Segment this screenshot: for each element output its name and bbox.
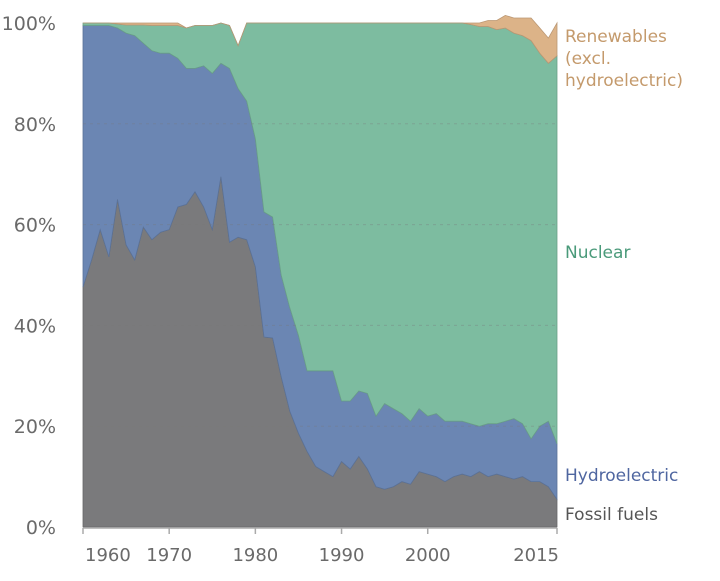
series-label: hydroelectric): [565, 71, 683, 91]
y-tick-label: 40%: [14, 315, 56, 337]
area-renewables-excl-hydroelectric: [83, 14, 558, 64]
series-label: Nuclear: [565, 243, 630, 263]
series-label: Hydroelectric: [565, 466, 678, 486]
gridlines: [83, 123, 557, 427]
series-areas: [82, 14, 558, 528]
series-labels: Fossil fuels Hydroelectric Nuclear Renewabl…: [565, 27, 683, 525]
y-tick-label: 80%: [14, 114, 56, 136]
x-tick-label: 1960: [85, 545, 131, 566]
series-label: Fossil fuels: [565, 505, 658, 525]
series-label: Renewables: [565, 27, 667, 47]
y-tick-label: 20%: [14, 416, 56, 438]
y-tick-label: 0%: [26, 517, 56, 539]
x-tick-label: 2000: [405, 545, 451, 566]
x-tick-label: 1970: [146, 545, 192, 566]
x-tick-label: 1990: [319, 545, 365, 566]
y-tick-label: 100%: [2, 13, 56, 35]
x-tick-label: 2015: [513, 545, 559, 566]
axes: 0% 20% 40% 60% 80% 100% 1960 1970 1980 1990 2000 20…: [2, 13, 559, 566]
x-tick-label: 1980: [232, 545, 278, 566]
y-tick-label: 60%: [14, 215, 56, 237]
series-label: (excl.: [565, 49, 611, 69]
